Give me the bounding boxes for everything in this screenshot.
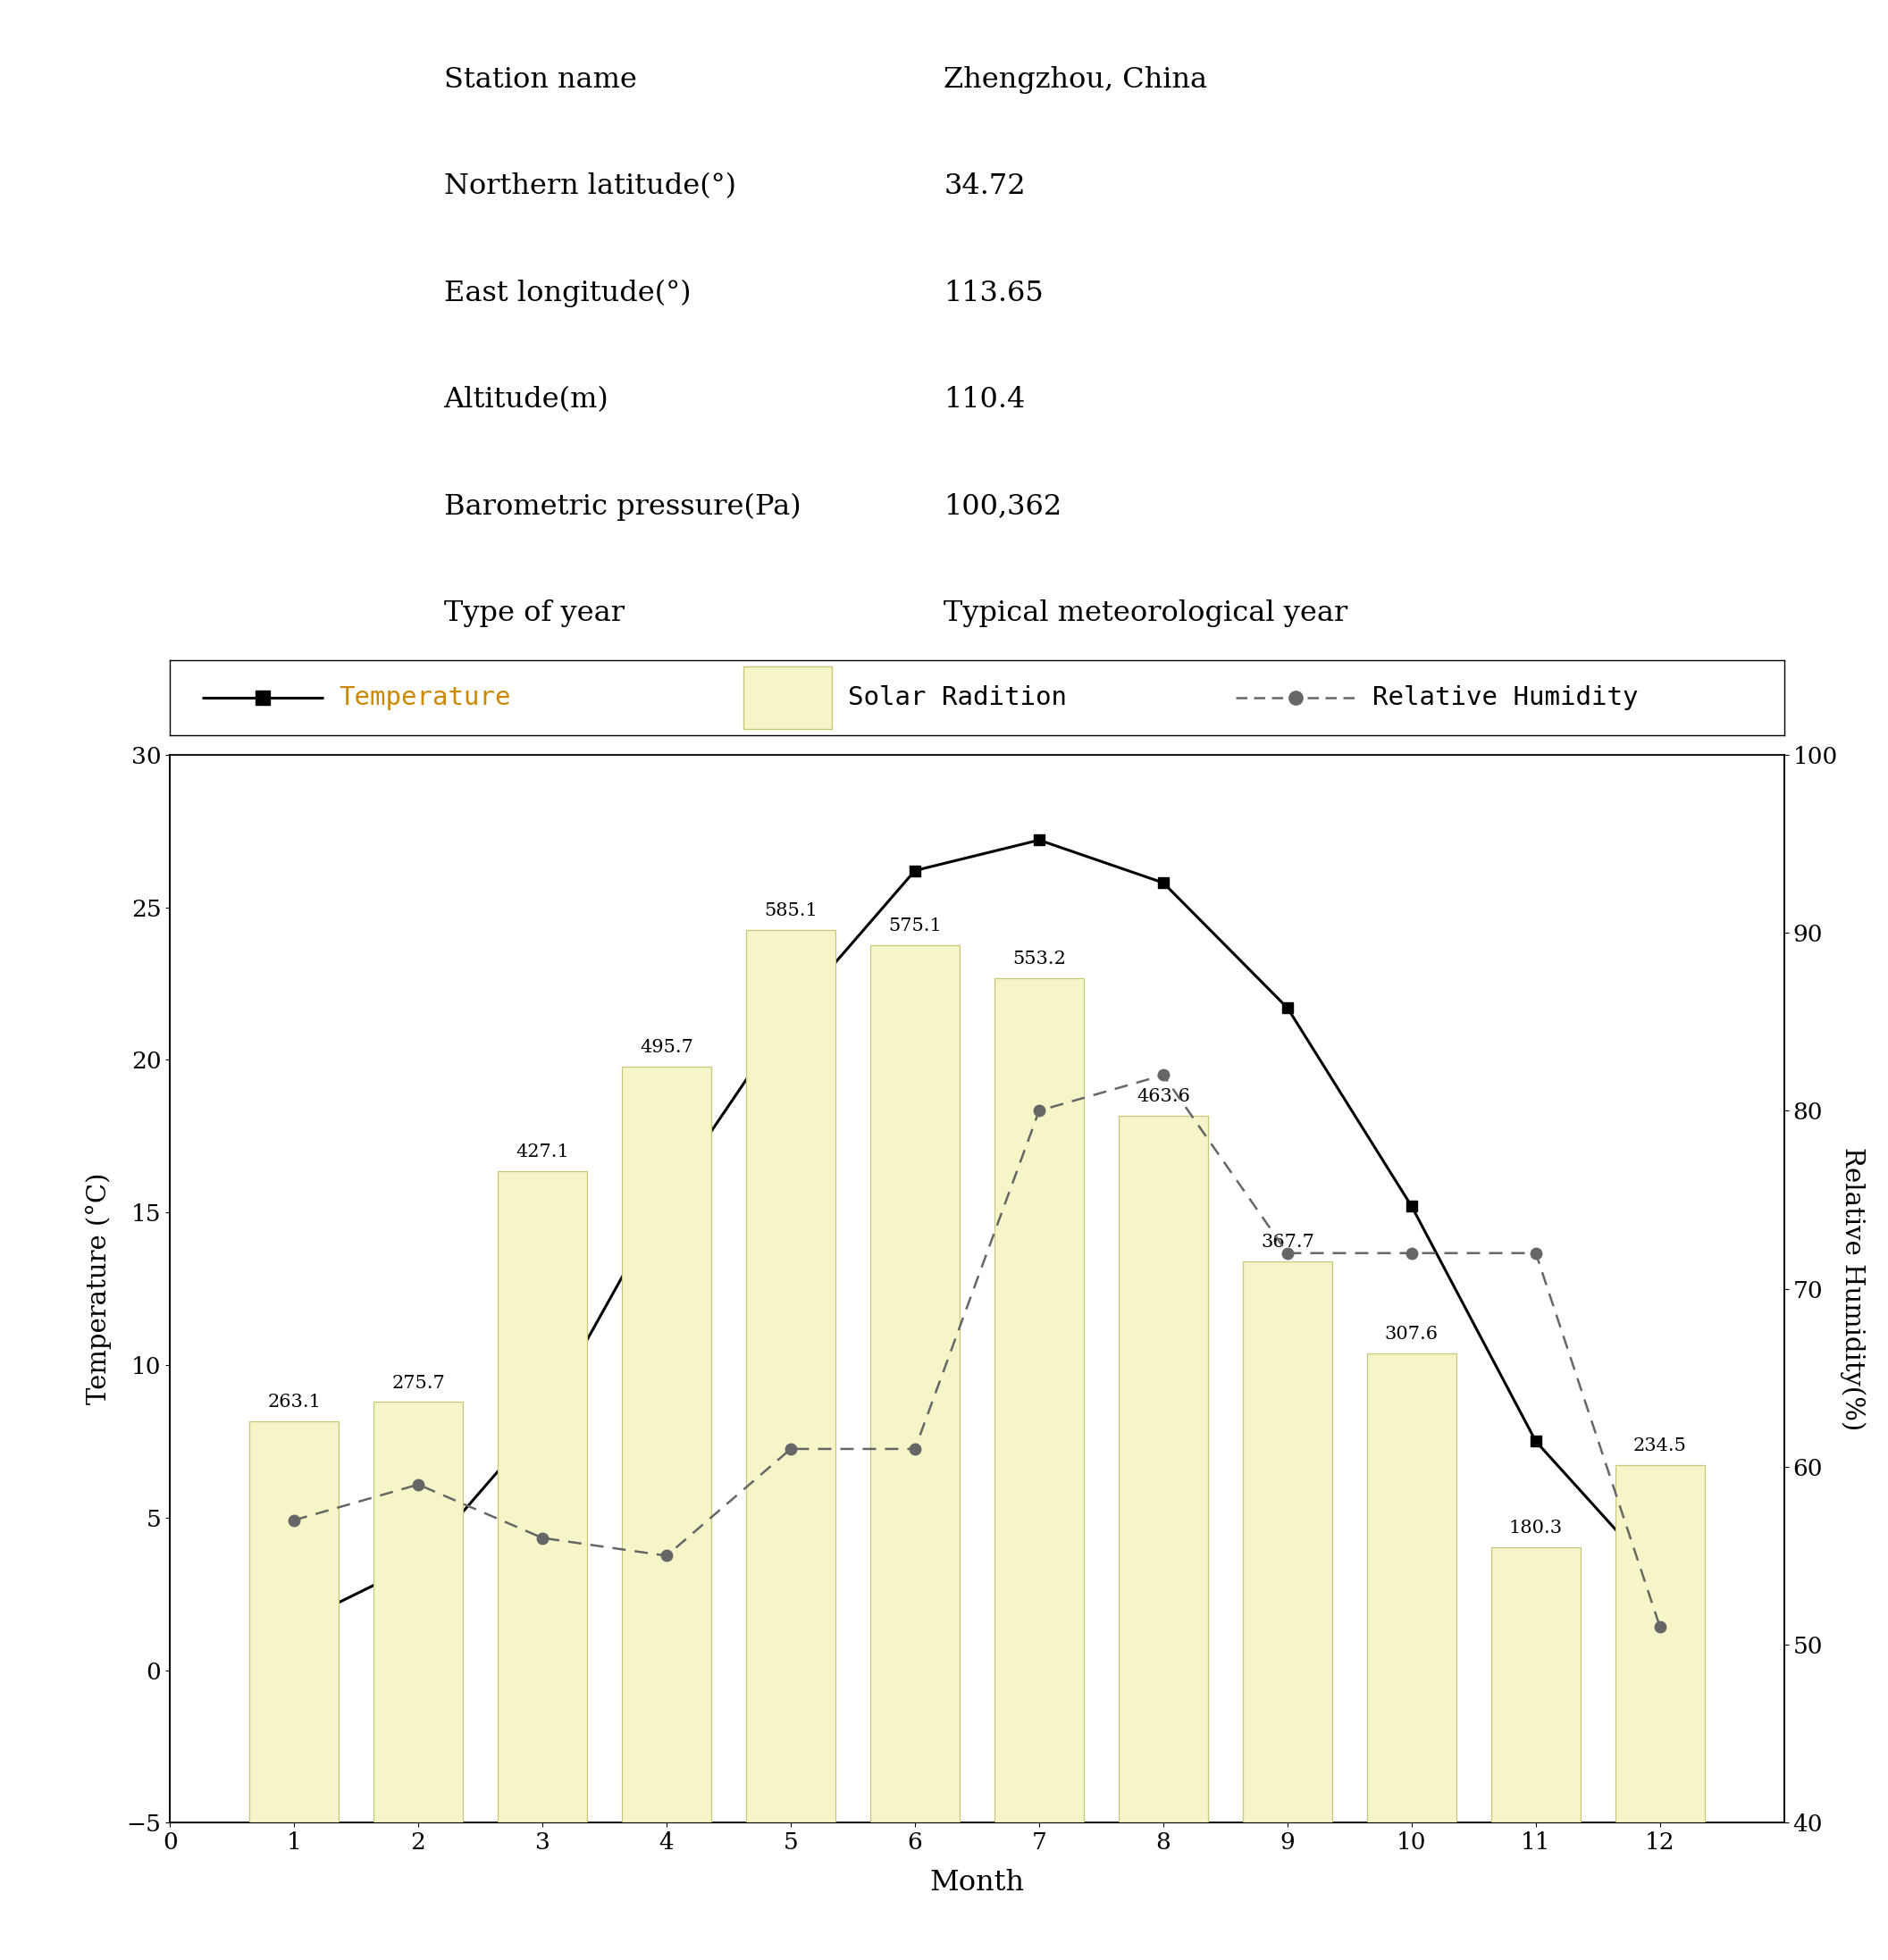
Text: 495.7: 495.7 (640, 1039, 693, 1056)
Text: 275.7: 275.7 (391, 1374, 446, 1392)
Text: Altitude(m): Altitude(m) (444, 386, 608, 414)
Text: 463.6: 463.6 (1137, 1088, 1189, 1105)
X-axis label: Month: Month (929, 1868, 1025, 1897)
Y-axis label: Relative Humidity(%): Relative Humidity(%) (1839, 1147, 1865, 1431)
Text: Zhengzhou, China: Zhengzhou, China (944, 67, 1208, 94)
Text: 110.4: 110.4 (944, 386, 1025, 414)
Bar (1242, 1262, 1333, 1823)
Text: 307.6: 307.6 (1384, 1325, 1439, 1343)
Text: 427.1: 427.1 (515, 1143, 568, 1160)
Bar (621, 1066, 712, 1823)
Text: 575.1: 575.1 (887, 917, 942, 935)
Bar (249, 1421, 338, 1823)
Text: 180.3: 180.3 (1509, 1521, 1563, 1537)
Bar (498, 1170, 587, 1823)
Text: Barometric pressure(Pa): Barometric pressure(Pa) (444, 492, 801, 521)
Bar (995, 978, 1084, 1823)
Text: Type of year: Type of year (444, 600, 625, 627)
Text: Typical meteorological year: Typical meteorological year (944, 600, 1348, 627)
Text: East longitude(°): East longitude(°) (444, 278, 691, 308)
Text: 263.1: 263.1 (268, 1394, 321, 1411)
Bar (1118, 1115, 1208, 1823)
Text: 34.72: 34.72 (944, 172, 1025, 200)
Bar (870, 945, 959, 1823)
Bar (1367, 1354, 1456, 1823)
Text: Solar Radition: Solar Radition (848, 686, 1067, 710)
Text: 100,362: 100,362 (944, 492, 1063, 519)
Text: 585.1: 585.1 (765, 902, 818, 919)
Bar (744, 666, 833, 729)
Bar (374, 1401, 463, 1823)
Text: 234.5: 234.5 (1633, 1437, 1686, 1454)
Text: Station name: Station name (444, 67, 636, 94)
Text: 113.65: 113.65 (944, 280, 1044, 308)
Text: Relative Humidity: Relative Humidity (1373, 686, 1639, 710)
Text: Temperature: Temperature (340, 686, 512, 710)
Text: Northern latitude(°): Northern latitude(°) (444, 172, 736, 200)
Text: 553.2: 553.2 (1012, 951, 1067, 968)
Bar (1616, 1464, 1705, 1823)
Y-axis label: Temperature (°C): Temperature (°C) (85, 1172, 111, 1405)
Bar (1492, 1548, 1580, 1823)
Text: 367.7: 367.7 (1261, 1235, 1314, 1250)
Bar (746, 929, 836, 1823)
